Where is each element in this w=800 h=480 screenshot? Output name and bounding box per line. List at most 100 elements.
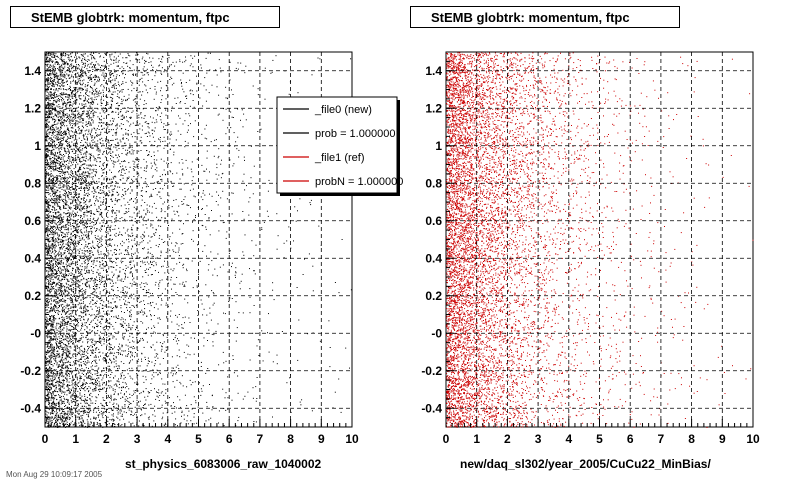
data-point — [102, 352, 104, 354]
data-point — [70, 407, 72, 409]
data-point — [106, 279, 108, 281]
data-point — [99, 280, 100, 282]
data-point — [53, 79, 55, 81]
data-point — [62, 181, 64, 183]
data-point — [56, 116, 58, 118]
data-point — [80, 272, 82, 274]
data-point — [103, 269, 104, 271]
data-point — [54, 94, 56, 96]
data-point — [87, 112, 89, 114]
data-point — [48, 237, 50, 239]
data-point — [87, 415, 89, 417]
data-point — [132, 355, 133, 357]
data-point — [89, 393, 91, 395]
data-point — [76, 341, 78, 342]
data-point — [55, 245, 57, 247]
data-point — [119, 270, 121, 272]
data-point — [88, 201, 90, 203]
data-point — [192, 66, 194, 68]
data-point — [170, 64, 172, 66]
data-point — [60, 75, 62, 77]
data-point — [81, 74, 83, 76]
data-point — [252, 387, 254, 389]
data-point — [99, 79, 100, 80]
data-point — [144, 304, 145, 305]
data-point — [164, 400, 166, 402]
data-point — [74, 191, 76, 193]
data-point — [94, 326, 95, 328]
data-point — [63, 332, 65, 334]
data-point — [97, 211, 98, 212]
data-point — [75, 77, 77, 78]
data-point — [68, 291, 70, 293]
data-point — [122, 137, 124, 139]
data-point — [185, 357, 187, 359]
data-point — [58, 277, 60, 279]
data-point — [185, 113, 187, 115]
data-point — [127, 139, 129, 141]
data-point — [61, 116, 63, 118]
data-point — [57, 195, 58, 197]
data-point — [81, 131, 83, 133]
data-point — [84, 138, 86, 140]
data-point — [64, 321, 66, 323]
data-point — [208, 419, 210, 421]
data-point — [49, 71, 51, 73]
data-point — [54, 355, 56, 357]
data-point — [117, 61, 119, 63]
data-point — [104, 400, 106, 401]
data-point — [242, 180, 244, 182]
data-point — [54, 255, 56, 257]
data-point — [49, 58, 51, 60]
data-point — [164, 211, 166, 213]
data-point — [60, 196, 62, 198]
data-point — [54, 216, 56, 218]
data-point — [159, 137, 161, 138]
data-point — [89, 250, 91, 252]
data-point — [128, 176, 130, 178]
data-point — [134, 356, 135, 358]
data-point — [59, 153, 61, 155]
data-point — [57, 356, 59, 358]
data-point — [89, 425, 91, 427]
data-point — [86, 327, 88, 329]
data-point — [45, 282, 47, 284]
data-point — [238, 149, 240, 151]
data-point — [94, 288, 95, 290]
data-point — [84, 291, 85, 293]
data-point — [97, 252, 99, 254]
data-point — [84, 267, 86, 269]
data-point — [54, 247, 56, 249]
data-point — [90, 228, 92, 230]
data-point — [72, 261, 74, 263]
data-point — [45, 186, 47, 188]
data-point — [96, 422, 98, 424]
data-point — [113, 118, 115, 120]
data-point — [100, 125, 102, 127]
data-point — [103, 96, 104, 97]
data-point — [103, 382, 105, 384]
data-point — [59, 195, 61, 197]
data-point — [83, 362, 85, 364]
data-point — [47, 97, 49, 99]
data-point — [200, 366, 202, 367]
data-point — [70, 203, 72, 205]
data-point — [67, 243, 69, 245]
data-point — [75, 176, 77, 178]
data-point — [74, 414, 76, 416]
data-point — [51, 422, 53, 424]
data-point — [45, 179, 47, 181]
data-point — [69, 207, 71, 209]
data-point — [139, 340, 141, 342]
data-point — [143, 117, 145, 119]
data-point — [71, 175, 72, 177]
data-point — [160, 87, 162, 89]
data-point — [51, 179, 53, 181]
data-point — [115, 282, 117, 284]
data-point — [65, 207, 67, 209]
data-point — [75, 253, 77, 255]
data-point — [130, 133, 132, 135]
data-point — [61, 313, 62, 315]
data-point — [55, 339, 57, 341]
data-point — [161, 99, 163, 101]
